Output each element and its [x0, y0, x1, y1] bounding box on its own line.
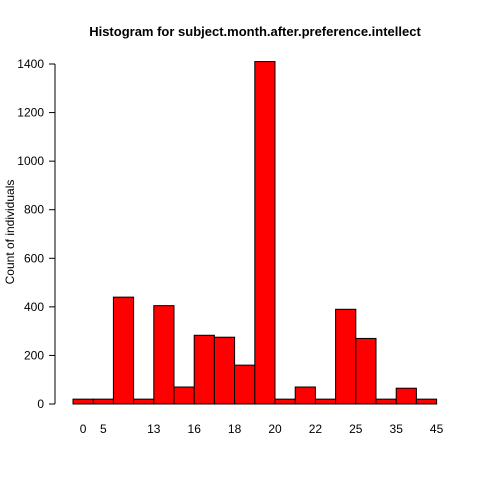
x-tick-label: 22: [309, 422, 323, 436]
histogram-bar: [274, 398, 296, 405]
histogram-bar: [234, 364, 256, 405]
histogram-bar: [375, 398, 397, 405]
histogram-bar: [92, 398, 114, 405]
y-axis-label: Count of individuals: [3, 180, 17, 285]
histogram-bar: [112, 296, 135, 405]
y-tick-label: 1400: [17, 57, 44, 71]
y-tick-label: 600: [24, 251, 44, 265]
chart-title: Histogram for subject.month.after.prefer…: [89, 24, 421, 39]
x-tick-label: 45: [430, 422, 444, 436]
y-tick-label: 0: [37, 397, 44, 411]
y-tick-label: 1200: [17, 106, 44, 120]
histogram-bar: [193, 334, 215, 405]
y-axis: 0 200 400 600 800 1000 1200 1400: [17, 57, 56, 411]
x-tick-labels: 0 5 13 16 18 20 22 25 35 45: [80, 422, 444, 436]
x-tick-label: 20: [268, 422, 282, 436]
histogram-bar: [415, 398, 438, 405]
histogram-bar: [355, 337, 377, 405]
histogram-bar: [335, 308, 357, 405]
y-tick-label: 1000: [17, 154, 44, 168]
histogram-bar: [173, 386, 195, 405]
x-tick-label: 13: [147, 422, 161, 436]
x-tick-label: 5: [100, 422, 107, 436]
histogram-bar: [294, 386, 316, 405]
histogram-bar: [133, 398, 155, 405]
y-tick-label: 800: [24, 203, 44, 217]
y-tick-label: 200: [24, 348, 44, 362]
x-tick-label: 35: [390, 422, 404, 436]
histogram-bar: [213, 336, 236, 405]
histogram-bar: [395, 387, 417, 405]
x-tick-label: 0: [80, 422, 87, 436]
histogram-bars: [72, 61, 438, 405]
histogram-bar: [153, 305, 175, 405]
histogram-bar: [254, 61, 276, 405]
y-tick-label: 400: [24, 300, 44, 314]
x-tick-label: 18: [228, 422, 242, 436]
histogram-bar: [314, 398, 337, 405]
x-tick-label: 25: [349, 422, 363, 436]
x-tick-label: 16: [188, 422, 202, 436]
histogram-bar: [72, 398, 94, 405]
